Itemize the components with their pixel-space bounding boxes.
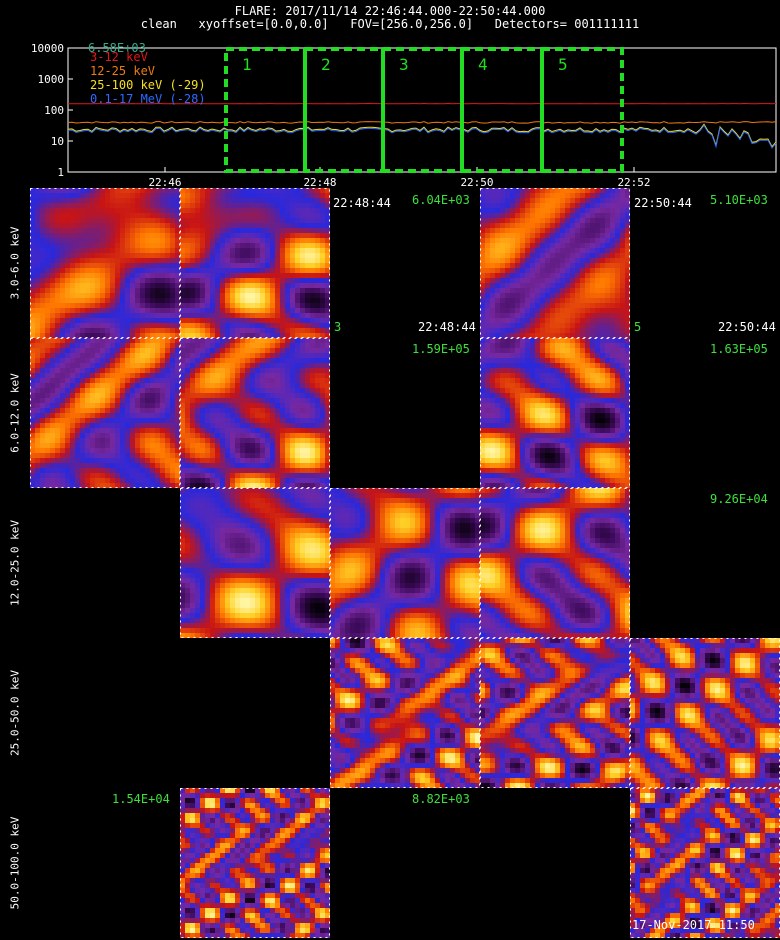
imaging-parameters: clean xyoffset=[0.0,0.0] FOV=[256.0,256.… bbox=[140, 17, 640, 31]
panel-time-label: 22:50:44 bbox=[718, 320, 776, 334]
band-label-25-50-kev: 25.0-50.0 keV bbox=[8, 669, 22, 757]
panel-axis-frame bbox=[30, 188, 180, 338]
legend-0-1-17-mev: 0.1-17 MeV (-28) bbox=[90, 92, 206, 106]
panel-axis-frame bbox=[480, 488, 630, 638]
band-label-3-6-kev: 3.0-6.0 keV bbox=[8, 226, 22, 300]
time-interval-box bbox=[540, 47, 624, 173]
panel-axis-frame bbox=[180, 338, 330, 488]
interval-number: 2 bbox=[321, 55, 331, 74]
panel-axis-frame bbox=[180, 188, 330, 338]
clean-image-panel bbox=[30, 338, 180, 488]
panel-max-label: 1.59E+05 bbox=[412, 342, 470, 356]
panel-axis-frame bbox=[480, 338, 630, 488]
band-label-12-25-kev: 12.0-25.0 keV bbox=[8, 519, 22, 607]
clean-image-map bbox=[330, 638, 480, 788]
clean-image-panel bbox=[480, 338, 630, 488]
panel-max-label: 1.54E+04 bbox=[112, 792, 170, 806]
clean-image-panel bbox=[480, 488, 630, 638]
y-tick-label: 10 bbox=[51, 135, 64, 148]
generation-timestamp: 17-Nov-2017 11:50 bbox=[632, 918, 755, 932]
lightcurve-plot: 10000 1000 100 10 1 22:46 22:48 22:50 22:52 1 2 3… bbox=[31, 41, 777, 189]
clean-image-panel bbox=[330, 488, 480, 638]
time-interval-box bbox=[303, 47, 385, 173]
clean-image-map bbox=[180, 488, 330, 638]
panel-axis-frame bbox=[180, 788, 330, 938]
panel-axis-frame bbox=[330, 488, 480, 638]
panel-index-label: 5 bbox=[634, 320, 642, 334]
clean-image-map bbox=[180, 338, 330, 488]
band-label-6-12-kev: 6.0-12.0 keV bbox=[8, 373, 22, 453]
clean-image-map bbox=[180, 188, 330, 338]
panel-max-label: 6.04E+03 bbox=[412, 193, 470, 207]
lightcurve-frame bbox=[67, 47, 777, 173]
time-interval-box bbox=[381, 47, 464, 173]
clean-image-map bbox=[480, 338, 630, 488]
series-25-100-kev bbox=[67, 123, 777, 148]
band-label-50-100-kev: 50.0-100.0 keV bbox=[8, 816, 22, 910]
clean-image-map bbox=[30, 338, 180, 488]
clean-image-panel bbox=[480, 638, 630, 788]
panel-axis-frame bbox=[180, 488, 330, 638]
x-tick-label: 22:48 bbox=[303, 176, 336, 189]
interval-number: 5 bbox=[558, 55, 568, 74]
interval-number: 4 bbox=[478, 55, 488, 74]
clean-image-map bbox=[630, 788, 780, 938]
interval-number: 3 bbox=[399, 55, 409, 74]
legend-3-12-kev: 3-12 keV bbox=[90, 50, 148, 64]
panel-axis-frame bbox=[330, 638, 480, 788]
panel-max-label: 8.82E+03 bbox=[412, 792, 470, 806]
y-tick-label: 1 bbox=[57, 166, 64, 179]
clean-image-map bbox=[180, 788, 330, 938]
clean-image-map bbox=[30, 188, 180, 338]
clean-image-panel bbox=[330, 638, 480, 788]
time-interval-box bbox=[224, 47, 307, 173]
panel-time-label: 22:48:44 bbox=[333, 196, 391, 210]
time-interval-box bbox=[460, 47, 544, 173]
clean-image-panel bbox=[180, 188, 330, 338]
legend-12-25-kev: 12-25 keV bbox=[90, 64, 155, 78]
clean-image-map bbox=[480, 488, 630, 638]
clean-image-panel bbox=[180, 338, 330, 488]
y-tick-label: 10000 bbox=[31, 42, 64, 55]
y-tick-label: 100 bbox=[44, 104, 64, 117]
panel-index-label: 3 bbox=[334, 320, 342, 334]
clean-image-panel bbox=[180, 488, 330, 638]
panel-time-label: 22:50:44 bbox=[634, 196, 692, 210]
clean-image-panel bbox=[180, 788, 330, 938]
clean-image-panel bbox=[630, 788, 780, 938]
clean-image-panel bbox=[480, 188, 630, 338]
series-0-1-17-mev bbox=[67, 124, 777, 149]
clean-image-map bbox=[480, 638, 630, 788]
panel-max-label: 1.63E+05 bbox=[710, 342, 768, 356]
legend-25-100-kev: 25-100 keV (-29) bbox=[90, 78, 206, 92]
panel-axis-frame bbox=[480, 638, 630, 788]
clean-image-map bbox=[330, 488, 480, 638]
panel-max-label: 5.10E+03 bbox=[710, 193, 768, 207]
x-tick-label: 22:46 bbox=[148, 176, 181, 189]
panel-time-label: 22:48:44 bbox=[418, 320, 476, 334]
panel-axis-frame bbox=[30, 338, 180, 488]
interval-number: 1 bbox=[242, 55, 252, 74]
clean-image-map bbox=[480, 188, 630, 338]
peak-count-label: 6.58E+03 bbox=[88, 41, 146, 55]
panel-max-label: 9.26E+04 bbox=[710, 492, 768, 506]
clean-image-map bbox=[630, 638, 780, 788]
panel-axis-frame bbox=[480, 188, 630, 338]
x-tick-label: 22:52 bbox=[617, 176, 650, 189]
clean-image-panel bbox=[30, 188, 180, 338]
series-12-25-kev bbox=[67, 121, 777, 124]
x-tick-label: 22:50 bbox=[460, 176, 493, 189]
clean-image-panel bbox=[630, 638, 780, 788]
y-tick-label: 1000 bbox=[38, 73, 65, 86]
flare-title: FLARE: 2017/11/14 22:46:44.000-22:50:44.… bbox=[234, 4, 546, 18]
